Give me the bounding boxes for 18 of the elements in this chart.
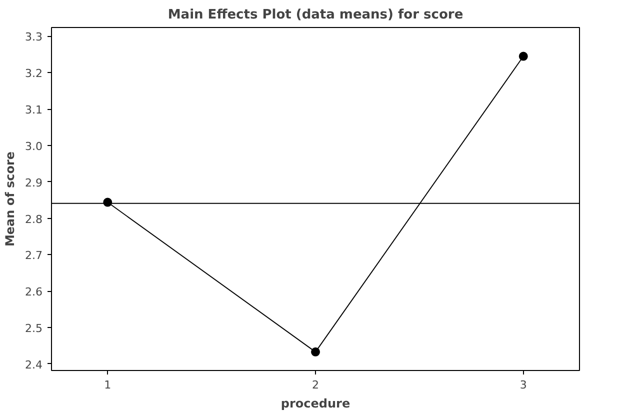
point [311,347,320,356]
y-tick-label: 2.4 [25,358,43,372]
x-tick-label: 2 [312,378,319,392]
x-tick-label: 1 [104,378,112,392]
y-tick-label: 2.6 [25,286,43,299]
y-axis-title: Mean of score [3,151,18,247]
chart-title: Main Effects Plot (data means) for score [168,8,464,22]
y-tick-label: 3.0 [25,140,43,153]
y-tick-label: 3.3 [25,30,43,44]
x-tick-label: 3 [520,378,527,392]
point [518,52,528,61]
y-tick-label: 2.5 [25,322,43,336]
y-tick-label: 3.1 [25,104,43,117]
y-tick-label: 2.8 [25,212,43,226]
y-tick-label: 3.2 [25,67,43,80]
y-tick-label: 2.7 [25,249,43,262]
x-axis-title: procedure [280,396,350,410]
y-tick-label: 2.9 [25,176,43,190]
